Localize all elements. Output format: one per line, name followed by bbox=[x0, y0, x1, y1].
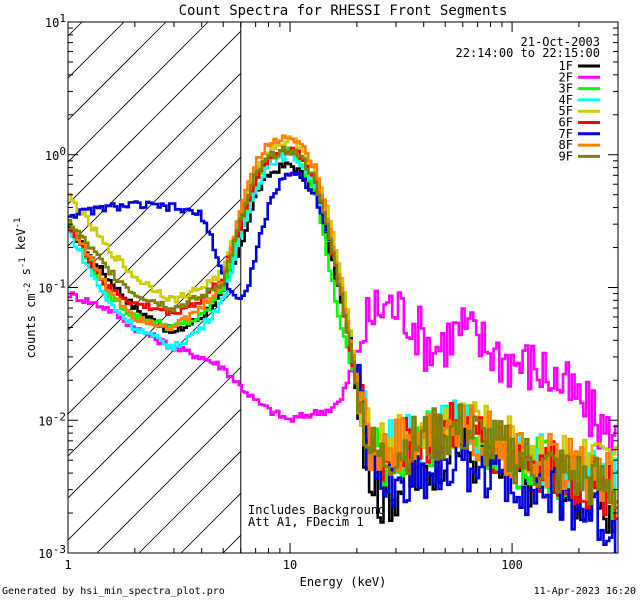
y-tick-label: 10-2 bbox=[38, 410, 66, 428]
legend-label-2F: 2F bbox=[559, 70, 573, 84]
legend-label-7F: 7F bbox=[559, 127, 573, 141]
y-tick-label: 100 bbox=[45, 145, 66, 163]
y-axis-label: counts cm-2 s-1 keV-1 bbox=[13, 218, 38, 359]
y-tick-label: 101 bbox=[45, 12, 66, 30]
series-line-8F bbox=[68, 134, 618, 509]
hatch-line bbox=[0, 0, 20, 600]
hatch-line bbox=[68, 22, 167, 121]
hatch-line bbox=[96, 408, 241, 553]
legend-label-6F: 6F bbox=[559, 116, 573, 130]
legend-label-1F: 1F bbox=[559, 59, 573, 73]
hatch-line bbox=[68, 22, 209, 163]
x-axis-label: Energy (keV) bbox=[300, 575, 387, 589]
series-line-2F bbox=[68, 289, 618, 467]
legend-label-4F: 4F bbox=[559, 93, 573, 107]
legend-time-range: 22:14:00 to 22:15:00 bbox=[456, 46, 601, 60]
hatch-line bbox=[68, 156, 241, 331]
legend-label-9F: 9F bbox=[559, 149, 573, 163]
x-tick-label: 1 bbox=[64, 558, 71, 572]
series-line-7F bbox=[68, 171, 617, 553]
hatch-line bbox=[138, 450, 241, 553]
chart-title: Count Spectra for RHESSI Front Segments bbox=[179, 3, 508, 19]
legend-label-5F: 5F bbox=[559, 104, 573, 118]
y-tick-label: 10-3 bbox=[38, 543, 66, 561]
hatch-line bbox=[68, 72, 241, 247]
series-line-3F bbox=[68, 146, 618, 520]
series-layer bbox=[68, 134, 618, 553]
axis-ticks bbox=[67, 21, 619, 554]
hatch-line bbox=[618, 0, 640, 600]
footer-timestamp: 11-Apr-2023 16:20 bbox=[534, 586, 636, 597]
hatch-line bbox=[180, 492, 241, 553]
x-tick-label: 100 bbox=[501, 558, 523, 572]
y-tick-label: 10-1 bbox=[38, 278, 66, 296]
hatch-line bbox=[68, 366, 241, 541]
footer-generated-by: Generated by hsi_min_spectra_plot.pro bbox=[2, 586, 225, 597]
x-tick-label: 10 bbox=[283, 558, 297, 572]
legend-label-3F: 3F bbox=[559, 82, 573, 96]
legend-label-8F: 8F bbox=[559, 138, 573, 152]
series-line-4F bbox=[68, 151, 618, 504]
hatch-line bbox=[68, 30, 241, 205]
series-line-9F bbox=[68, 145, 618, 510]
legend-date: 21-Oct-2003 bbox=[521, 35, 600, 49]
annotation-attenuator: Att A1, FDecim 1 bbox=[248, 515, 364, 529]
annotation-background: Includes Background bbox=[248, 503, 385, 517]
